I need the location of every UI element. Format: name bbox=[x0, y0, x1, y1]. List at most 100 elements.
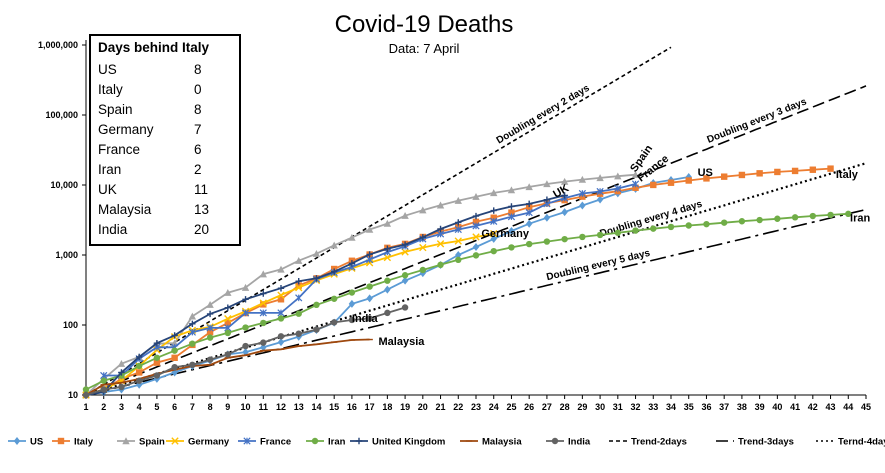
x-tick-label: 12 bbox=[276, 402, 286, 412]
data-point-us bbox=[579, 201, 586, 210]
data-point-united-kingdom bbox=[189, 320, 196, 328]
data-point-italy bbox=[756, 170, 763, 177]
data-point-united-kingdom bbox=[135, 353, 143, 361]
data-point-italy bbox=[508, 209, 515, 216]
data-point-iran bbox=[809, 212, 817, 220]
y-tick-label: 100 bbox=[63, 320, 78, 330]
data-point-iran bbox=[401, 272, 409, 279]
data-point-iran bbox=[543, 238, 551, 245]
data-point-iran bbox=[135, 362, 143, 370]
data-point-iran bbox=[561, 235, 568, 243]
table-days: 7 bbox=[194, 122, 202, 137]
data-point-united-kingdom bbox=[295, 278, 302, 285]
data-point-iran bbox=[650, 225, 657, 232]
data-point-france bbox=[206, 324, 214, 332]
data-point-germany bbox=[401, 248, 409, 256]
data-point-spain bbox=[472, 193, 480, 200]
data-point-united-kingdom bbox=[472, 212, 480, 220]
data-point-india bbox=[330, 319, 338, 326]
table-days: 8 bbox=[194, 102, 202, 117]
x-tick-label: 44 bbox=[843, 402, 853, 412]
data-point-iran bbox=[153, 354, 161, 361]
data-point-italy bbox=[490, 214, 497, 221]
x-tick-label: 3 bbox=[119, 402, 124, 412]
data-point-us bbox=[384, 285, 391, 294]
data-point-iran bbox=[171, 347, 178, 354]
data-point-italy bbox=[224, 319, 232, 327]
data-point-italy bbox=[720, 173, 728, 180]
data-point-united-kingdom bbox=[313, 275, 320, 282]
data-point-spain bbox=[348, 233, 356, 241]
y-tick-label: 1,000,000 bbox=[38, 40, 78, 50]
series-label-india: India bbox=[352, 313, 379, 325]
data-point-france bbox=[472, 222, 480, 230]
legend-marker bbox=[122, 437, 130, 445]
data-point-spain bbox=[631, 170, 640, 178]
data-point-italy bbox=[827, 165, 834, 172]
data-point-italy bbox=[703, 175, 710, 182]
data-point-germany bbox=[490, 229, 498, 238]
data-point-united-kingdom bbox=[330, 268, 338, 275]
legend-label: India bbox=[568, 437, 591, 448]
series-line-united-kingdom bbox=[85, 194, 565, 396]
chart-subtitle: Data: 7 April bbox=[389, 41, 460, 56]
x-tick-label: 42 bbox=[808, 402, 818, 412]
data-point-italy bbox=[472, 218, 480, 226]
legend-item-malaysia: Malaysia bbox=[460, 437, 522, 448]
data-point-india bbox=[348, 316, 356, 324]
data-point-spain bbox=[295, 256, 303, 264]
series-iran bbox=[82, 210, 852, 393]
legend-item-iran: Iran bbox=[306, 437, 346, 448]
legend-item-germany: Germany bbox=[166, 437, 230, 448]
data-point-spain bbox=[330, 241, 338, 249]
x-tick-label: 36 bbox=[701, 402, 711, 412]
data-point-us bbox=[153, 374, 161, 383]
y-tick-label: 100,000 bbox=[45, 110, 78, 120]
data-point-iran bbox=[366, 283, 373, 290]
data-point-india bbox=[206, 356, 214, 363]
chart-title: Covid-19 Deaths bbox=[335, 11, 514, 38]
data-point-spain bbox=[525, 183, 533, 191]
data-point-france bbox=[188, 328, 196, 336]
data-point-india bbox=[401, 304, 409, 311]
data-point-iran bbox=[525, 240, 533, 248]
data-point-iran bbox=[313, 301, 320, 309]
data-point-iran bbox=[419, 266, 427, 274]
data-point-us bbox=[348, 299, 356, 308]
data-point-spain bbox=[490, 189, 498, 197]
x-tick-label: 41 bbox=[790, 402, 800, 412]
data-point-iran bbox=[703, 220, 710, 228]
data-point-italy bbox=[525, 203, 533, 211]
data-point-france bbox=[259, 309, 267, 317]
x-tick-label: 29 bbox=[577, 402, 587, 412]
table-title: Days behind Italy bbox=[98, 40, 210, 55]
x-tick-label: 17 bbox=[365, 402, 375, 412]
table-days: 0 bbox=[194, 82, 202, 97]
series-label-us: US bbox=[698, 167, 713, 179]
data-point-italy bbox=[135, 369, 143, 376]
series-india bbox=[82, 304, 409, 399]
x-tick-label: 21 bbox=[436, 402, 446, 412]
table-country: Germany bbox=[98, 122, 154, 137]
data-point-spain bbox=[188, 312, 197, 320]
legend-marker bbox=[311, 437, 319, 445]
legend-marker bbox=[171, 437, 179, 445]
data-point-spain bbox=[436, 201, 445, 209]
x-tick-label: 27 bbox=[542, 402, 552, 412]
data-point-united-kingdom bbox=[525, 200, 533, 208]
data-point-germany bbox=[277, 291, 285, 299]
data-point-italy bbox=[667, 179, 675, 186]
x-tick-label: 1 bbox=[83, 402, 88, 412]
data-point-iran bbox=[100, 377, 107, 384]
data-point-iran bbox=[845, 210, 852, 218]
x-tick-label: 33 bbox=[648, 402, 658, 412]
data-point-iran bbox=[224, 329, 232, 337]
data-point-iran bbox=[508, 244, 515, 251]
x-tick-label: 7 bbox=[190, 402, 195, 412]
legend-label: United Kingdom bbox=[372, 437, 445, 448]
data-point-spain bbox=[543, 180, 551, 188]
data-point-india bbox=[366, 315, 373, 322]
data-point-italy bbox=[295, 282, 302, 289]
